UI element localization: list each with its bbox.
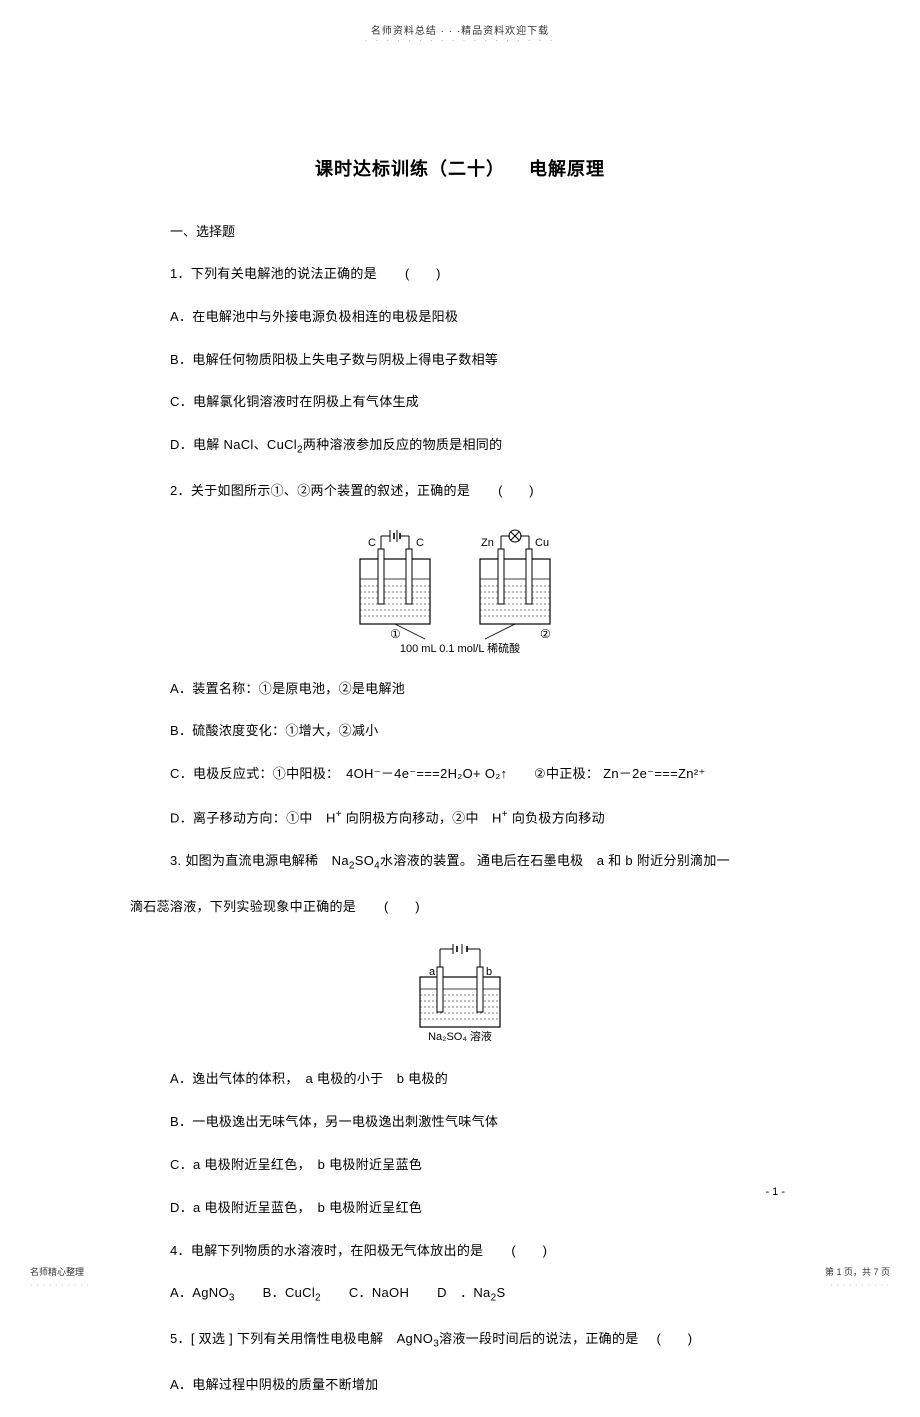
q2-d-sup1: + (336, 809, 342, 820)
q4-a-sub: 3 (229, 1293, 235, 1304)
footer-right: 第 1 页，共 7 页 (825, 1265, 890, 1278)
label-dev1: ① (390, 627, 401, 641)
q1-d: D．电解 NaCl、CuCl2两种溶液参加反应的物质是相同的 (170, 435, 790, 459)
header-note: 名师资料总结 · · ·精品资料欢迎下载 (0, 22, 920, 37)
q2-stem: 2．关于如图所示①、②两个装置的叙述，正确的是 ( ) (170, 481, 790, 502)
q1-stem-text: 1．下列有关电解池的说法正确的是 (170, 266, 377, 281)
q4-stem: 4．电解下列物质的水溶液时，在阳极无气体放出的是 ( ) (170, 1241, 790, 1262)
q3-c: C．a 电极附近呈红色， b 电极附近呈蓝色 (170, 1155, 790, 1176)
q5-a: A．电解过程中阴极的质量不断增加 (170, 1375, 790, 1396)
q3-stem-l2: 滴石蕊溶液，下列实验现象中正确的是 ( ) (130, 897, 790, 918)
section-heading: 一、选择题 (170, 221, 790, 240)
q2-stem-text: 2．关于如图所示①、②两个装置的叙述，正确的是 (170, 483, 470, 498)
q3-paren: ( ) (384, 899, 420, 914)
q4-paren: ( ) (511, 1243, 547, 1258)
beaker-2: Zn Cu ② (480, 530, 551, 641)
q2-d-post: 向负极方向移动 (512, 810, 605, 825)
q2-paren: ( ) (498, 483, 534, 498)
q3-post: 水溶液的装置。 通电后在石墨电极 a 和 b 附近分别滴加一 (380, 853, 730, 868)
q2-d-mid: 向阴极方向移动，②中 H (346, 810, 502, 825)
q2-c: C．电极反应式：①中阳极： 4OH⁻－4e⁻===2H₂O+ O₂↑ ②中正极：… (170, 764, 790, 785)
label-b: b (486, 966, 492, 978)
label-cu: Cu (535, 537, 549, 549)
q2-d: D．离子移动方向：①中 H+ 向阴极方向移动，②中 H+ 向负极方向移动 (170, 807, 790, 829)
label-c1: C (368, 537, 376, 549)
label-a: a (429, 966, 436, 978)
title-subject: 电解原理 (529, 159, 605, 179)
label-zn: Zn (481, 537, 494, 549)
footer-left: 名师精心整理 (30, 1265, 84, 1278)
q3-stem-l2-text: 滴石蕊溶液，下列实验现象中正确的是 (130, 899, 356, 914)
q3-b: B．一电极逸出无味气体，另一电极逸出刺激性气味气体 (170, 1112, 790, 1133)
q1-d-post: 两种溶液参加反应的物质是相同的 (303, 437, 503, 452)
q2-a: A．装置名称：①是原电池，②是电解池 (170, 679, 790, 700)
q4-options: A．AgNO3 B．CuCl2 C．NaOH D ．Na2S (170, 1283, 790, 1307)
label-dev2: ② (540, 627, 551, 641)
page-number: - 1 - (765, 1186, 785, 1198)
footer-left-dots: · · · · · · · · · · (30, 1282, 90, 1289)
beaker-1: C C ① (360, 530, 430, 641)
q5-stem-pre: 5．[ 双选 ] 下列有关用惰性电极电解 AgNO (170, 1331, 433, 1346)
q4-d-pre: D ．Na (437, 1285, 491, 1300)
page-title: 课时达标训练（二十） 电解原理 (130, 155, 790, 181)
q3-stem-l1: 3. 如图为直流电源电解稀 Na2SO4水溶液的装置。 通电后在石墨电极 a 和… (170, 851, 790, 875)
q2-diagram-caption: 100 mL 0.1 mol/L 稀硫酸 (400, 641, 520, 654)
q2-d-pre: D．离子移动方向：①中 H (170, 810, 336, 825)
header-dots: · · · · · · · · · · · · · · · · · · (0, 36, 920, 45)
title-label: 课时达标训练（二十） (315, 159, 505, 179)
q5-paren: ( ) (657, 1331, 693, 1346)
q1-b: B．电解任何物质阳极上失电子数与阴极上得电子数相等 (170, 350, 790, 371)
page-content: 课时达标训练（二十） 电解原理 一、选择题 1．下列有关电解池的说法正确的是 (… (130, 155, 790, 1417)
q3-a: A．逸出气体的体积， a 电极的小于 b 电极的 (170, 1069, 790, 1090)
q1-d-pre: D．电解 NaCl、CuCl (170, 437, 297, 452)
q2-diagram: C C ① (130, 524, 790, 659)
q4-a-pre: A．AgNO (170, 1285, 229, 1300)
q1-c: C．电解氯化铜溶液时在阴极上有气体生成 (170, 392, 790, 413)
q1-paren: ( ) (405, 266, 441, 281)
q2-b: B．硫酸浓度变化：①增大，②减小 (170, 721, 790, 742)
footer-right-dots: · · · · · · · · · · (830, 1282, 890, 1289)
q4-stem-text: 4．电解下列物质的水溶液时，在阳极无气体放出的是 (170, 1243, 483, 1258)
label-c2: C (416, 537, 424, 549)
q3-d: D．a 电极附近呈蓝色， b 电极附近呈红色 (170, 1198, 790, 1219)
q4-c: C．NaOH (349, 1285, 409, 1300)
q3-diagram-label: Na₂SO₄ 溶液 (428, 1029, 492, 1043)
q4-b-pre: B．CuCl (263, 1285, 315, 1300)
q3-diagram: a b Na₂SO₄ 溶液 (130, 939, 790, 1049)
q3-mid: SO (355, 853, 374, 868)
q2-d-sup2: + (502, 809, 508, 820)
q4-b-sub: 2 (315, 1293, 321, 1304)
q4-d-post: S (496, 1285, 505, 1300)
q3-stem-pre: 3. 如图为直流电源电解稀 Na (170, 853, 349, 868)
q1-a: A．在电解池中与外接电源负极相连的电极是阳极 (170, 307, 790, 328)
q5-stem-post: 溶液一段时间后的说法，正确的是 (439, 1331, 639, 1346)
q5-stem: 5．[ 双选 ] 下列有关用惰性电极电解 AgNO3溶液一段时间后的说法，正确的… (170, 1329, 790, 1353)
q1-stem: 1．下列有关电解池的说法正确的是 ( ) (170, 264, 790, 285)
